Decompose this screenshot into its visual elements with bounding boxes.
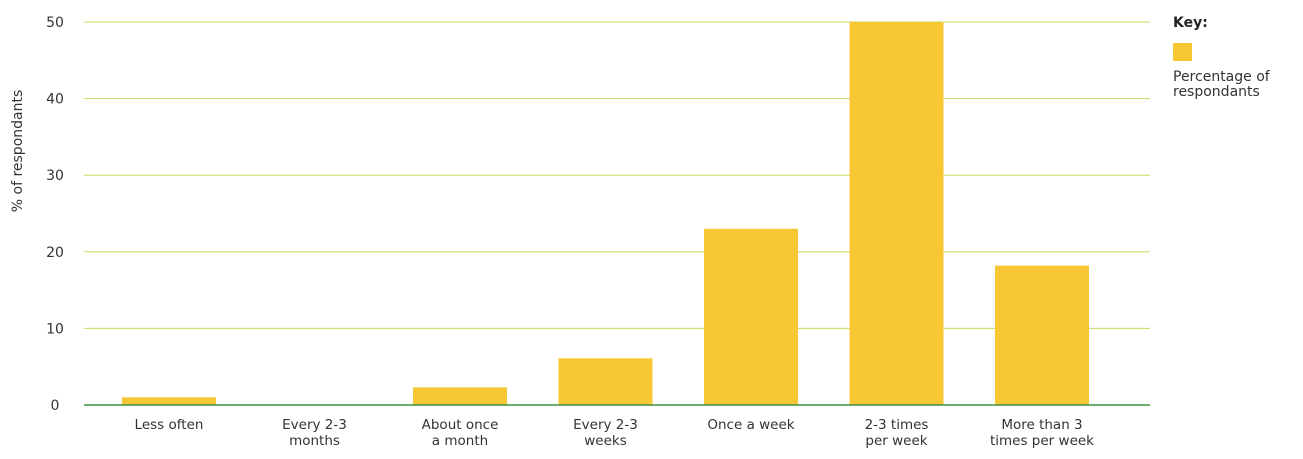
- y-axis-title: % of respondants: [10, 90, 26, 213]
- x-tick-label: More than 3 times per week: [990, 417, 1094, 449]
- y-tick-label: 0: [51, 398, 60, 414]
- x-tick-label: 2-3 times per week: [865, 417, 929, 449]
- x-tick-label: Every 2-3 weeks: [573, 417, 638, 449]
- gridlines: [84, 21, 1150, 329]
- y-tick-label: 40: [46, 92, 64, 108]
- x-tick-label: Once a week: [707, 417, 794, 433]
- x-tick-label: Every 2-3 months: [282, 417, 347, 449]
- bars: [122, 22, 1089, 405]
- y-tick-label: 30: [46, 168, 64, 184]
- bar: [995, 265, 1089, 405]
- bar: [122, 397, 216, 405]
- bar: [558, 358, 653, 405]
- legend-swatch: [1173, 43, 1192, 61]
- bar: [704, 228, 798, 405]
- legend: Key: Percentage of respondants: [1173, 15, 1271, 100]
- x-tick-label: About once a month: [422, 417, 499, 449]
- legend-label-text: Percentage of respondants: [1173, 69, 1271, 100]
- y-tick-label: 20: [46, 245, 64, 261]
- x-tick-labels: Less often Every 2-3 months About once a mon…: [135, 417, 1095, 449]
- bar: [413, 387, 507, 405]
- y-tick-label: 10: [46, 321, 64, 337]
- x-tick-label: Less often: [135, 417, 204, 433]
- y-tick-labels: 0 10 20 30 40 50: [46, 15, 64, 414]
- legend-title: Key:: [1173, 15, 1208, 31]
- y-tick-label: 50: [46, 15, 64, 31]
- legend-label: Percentage of respondants: [1173, 69, 1271, 100]
- bar: [849, 22, 944, 405]
